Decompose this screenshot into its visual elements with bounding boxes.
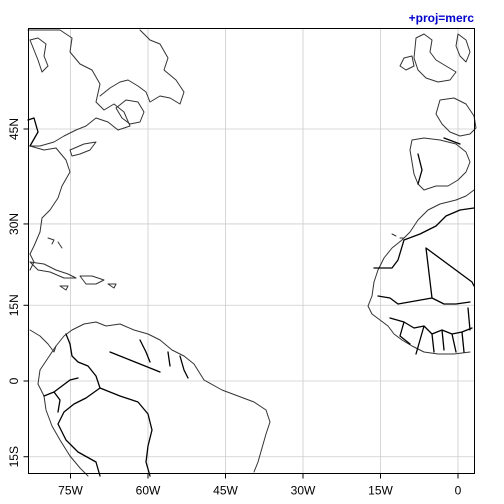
south-america-borders (43, 333, 189, 477)
x-axis-ticks: 75W 60W 45W 30W 15W 0 (58, 473, 462, 498)
hispaniola-coastline (79, 275, 105, 285)
x-tick-label: 60W (136, 484, 161, 498)
y-tick-label: 45N (7, 118, 21, 140)
central-america-coastline (29, 329, 57, 353)
y-tick-label: 30N (7, 213, 21, 235)
x-tick-label: 45W (213, 484, 238, 498)
usa-east-coastline (29, 145, 71, 255)
hudson-east-coastline (99, 29, 185, 105)
graticule (28, 28, 475, 474)
greenland-coastline (29, 37, 49, 73)
puerto-rico-coastline (107, 283, 117, 289)
x-tick-label: 30W (291, 484, 316, 498)
y-axis-ticks: 15S 0 15N 30N 45N (7, 118, 29, 467)
map-frame (28, 28, 475, 474)
nova-scotia-coastline (69, 141, 97, 157)
africa-coastline (367, 189, 475, 355)
projection-label: +proj=merc (409, 11, 475, 25)
canada-east-coastline (27, 29, 131, 147)
europe-borders (417, 137, 461, 185)
y-tick-label: 15S (7, 446, 21, 467)
y-tick-label: 15N (7, 294, 21, 316)
newfoundland-coastline (115, 99, 145, 125)
canary-islands-coastline (391, 233, 405, 239)
y-tick-label: 0 (7, 377, 21, 384)
florida-coastline (29, 253, 35, 271)
cuba-coastline (29, 261, 77, 279)
africa-borders (373, 207, 475, 355)
south-america-coastline (55, 321, 271, 473)
x-tick-label: 0 (455, 484, 462, 498)
x-tick-label: 75W (58, 484, 83, 498)
us-canada-border (27, 117, 39, 147)
british-isles-coastline (399, 33, 457, 83)
scandinavia-coastline (455, 33, 471, 63)
south-america-west-coastline (37, 345, 89, 477)
iberia-coastline (409, 137, 471, 191)
france-coastline (435, 97, 477, 137)
bahamas-coastline (47, 237, 63, 249)
x-tick-label: 15W (368, 484, 393, 498)
jamaica-coastline (59, 285, 69, 291)
land-outlines (27, 29, 477, 477)
